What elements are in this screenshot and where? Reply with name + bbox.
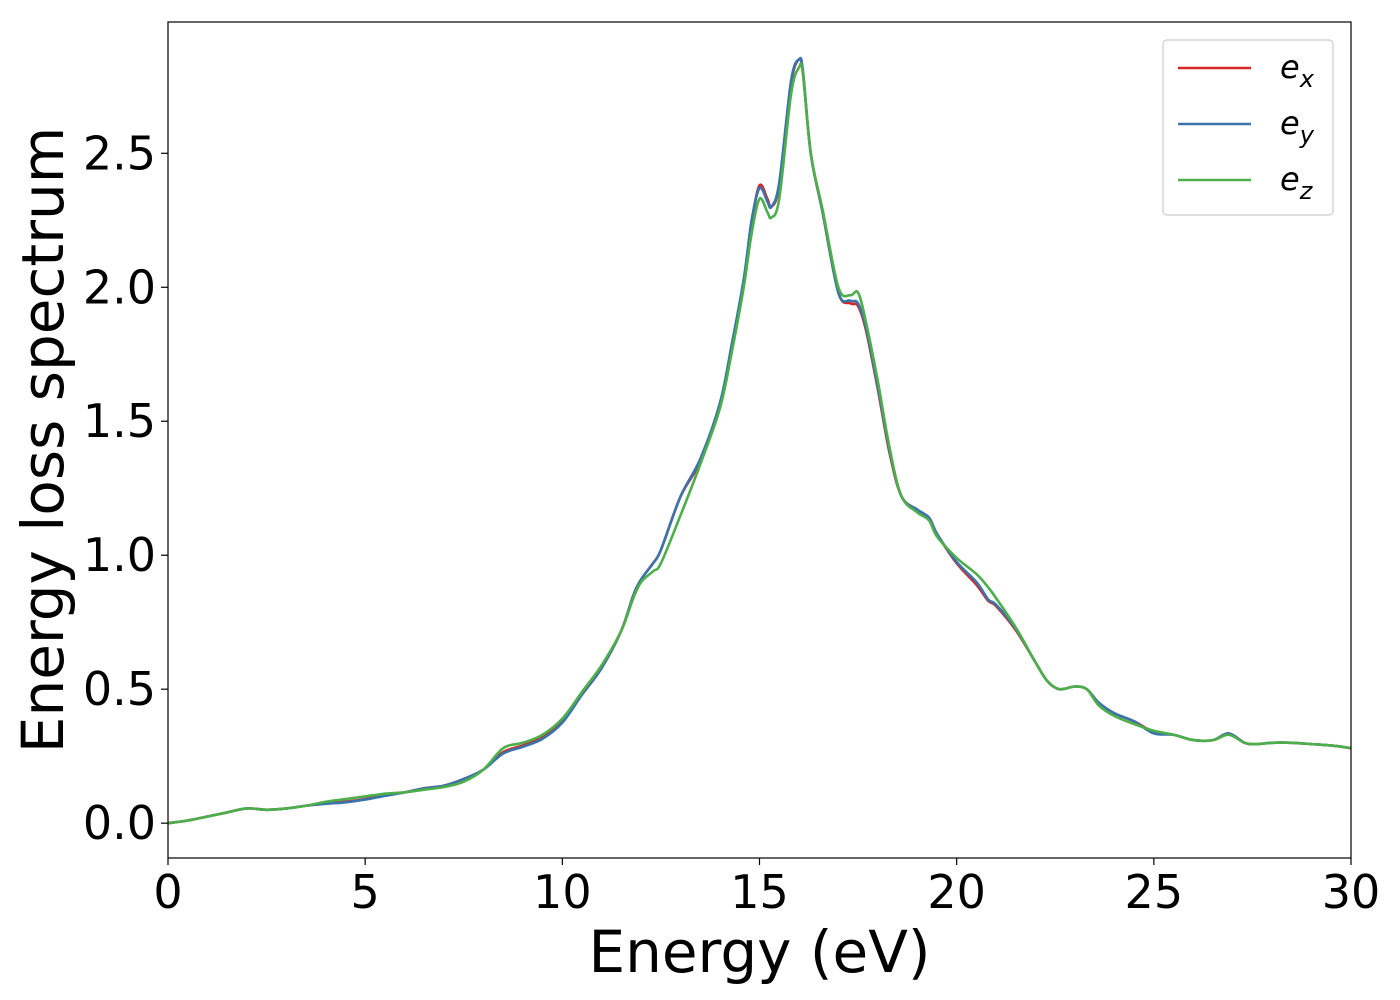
y-tick-label: 2.5 [83, 126, 156, 180]
legend: ex ey ez [1162, 39, 1334, 216]
series-line-z [168, 62, 1351, 825]
x-tick-label: 25 [1125, 865, 1184, 919]
legend-label-x: ex [1280, 48, 1315, 93]
plot-frame [167, 21, 1352, 859]
series-line-y [168, 56, 1351, 825]
x-tick-label: 20 [927, 865, 986, 919]
x-tick-label: 0 [153, 865, 182, 919]
y-tick-label: 0.5 [83, 662, 156, 716]
legend-label-z: ez [1280, 160, 1314, 205]
y-tick-label: 1.5 [83, 394, 156, 448]
x-axis-title: Energy (eV) [588, 918, 930, 986]
x-tick-label: 5 [351, 865, 380, 919]
legend-box [1162, 39, 1334, 216]
legend-label-y: ey [1280, 104, 1315, 149]
x-axis-ticks: 0 5 10 15 20 25 30 [153, 858, 1380, 919]
y-tick-label: 2.0 [83, 260, 156, 314]
y-tick-label: 1.0 [83, 528, 156, 582]
y-axis-title: Energy loss spectrum [9, 127, 77, 753]
x-tick-label: 15 [730, 865, 789, 919]
x-tick-label: 30 [1322, 865, 1381, 919]
y-tick-label: 0.0 [83, 796, 156, 850]
x-tick-label: 10 [533, 865, 592, 919]
series-layer [168, 56, 1351, 825]
y-axis-ticks: 0.0 0.5 1.0 1.5 2.0 2.5 [83, 126, 168, 850]
